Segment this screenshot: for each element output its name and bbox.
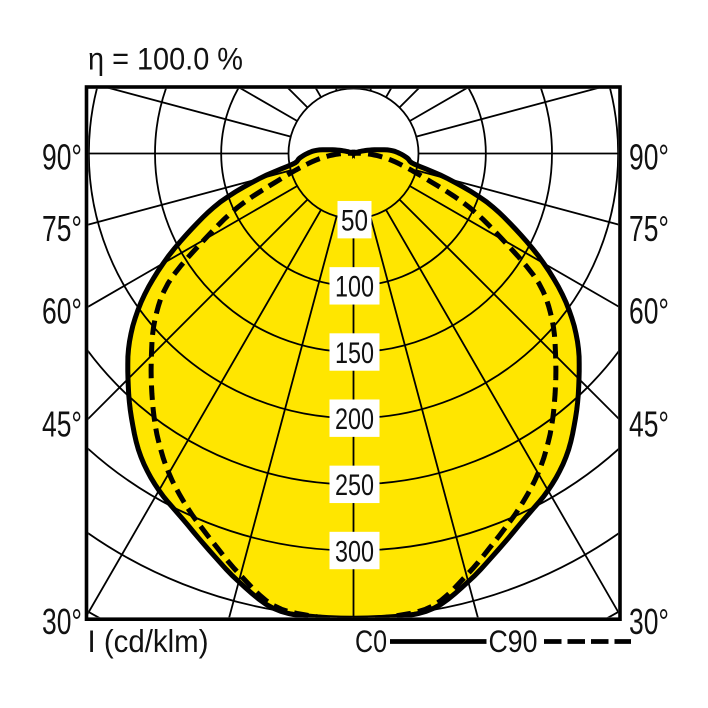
angle-label-right: 30° bbox=[629, 601, 669, 642]
radial-tick-label: 300 bbox=[335, 535, 374, 568]
grid-ray-105 bbox=[416, 88, 599, 138]
grid-ray-75 bbox=[416, 169, 619, 226]
angle-label-left: 90° bbox=[42, 137, 82, 178]
legend-c0-label: C0 bbox=[355, 623, 387, 659]
legend-c90-label: C90 bbox=[489, 623, 538, 659]
angle-label-left: 75° bbox=[42, 208, 82, 249]
angle-label-left: 60° bbox=[42, 291, 82, 332]
efficiency-title: η = 100.0 % bbox=[88, 41, 243, 77]
grid-ray-330 bbox=[88, 209, 322, 615]
grid-ray-345 bbox=[228, 216, 338, 618]
legend: I (cd/klm) C0 C90 bbox=[88, 623, 631, 659]
radial-tick-labels: 50 100 150 200 250 300 bbox=[329, 200, 380, 570]
tick-label-box bbox=[329, 465, 380, 504]
radial-tick-label: 250 bbox=[335, 469, 374, 502]
angle-label-right: 45° bbox=[629, 403, 669, 444]
angle-label-left: 45° bbox=[42, 403, 82, 444]
grid-ray-60 bbox=[409, 185, 619, 308]
c0-curve bbox=[125, 147, 582, 618]
tick-label-box bbox=[329, 267, 380, 305]
legend-unit-label: I (cd/klm) bbox=[88, 623, 209, 659]
angle-label-right: 75° bbox=[629, 208, 669, 249]
chart-frame bbox=[84, 85, 622, 622]
grid-ray-30 bbox=[385, 209, 619, 614]
tick-label-box bbox=[329, 399, 380, 437]
grid-ray-315 bbox=[88, 198, 309, 420]
grid-ray-135 bbox=[398, 88, 420, 109]
tick-label-box bbox=[329, 531, 380, 570]
radial-tick-label: 200 bbox=[335, 403, 374, 436]
grid-ray-255 bbox=[108, 88, 291, 138]
radial-tick-label: 100 bbox=[335, 271, 374, 304]
grid-ray-120 bbox=[409, 88, 468, 122]
angle-label-left: 30° bbox=[42, 601, 82, 642]
grid-ray-150 bbox=[385, 88, 392, 98]
grid-ray-15 bbox=[369, 216, 479, 618]
grid-ray-45 bbox=[398, 198, 619, 420]
grid-ray-285 bbox=[88, 169, 291, 226]
tick-label-box bbox=[329, 333, 380, 371]
grid-ray-165 bbox=[369, 88, 372, 91]
angle-label-right: 90° bbox=[629, 137, 669, 178]
radial-tick-label: 50 bbox=[341, 204, 368, 237]
angle-labels: 90° 90° 75° 75° 60° 60° 45° 45° 30° 30° bbox=[42, 137, 669, 643]
tick-label-box bbox=[337, 200, 372, 239]
radial-tick-label: 150 bbox=[335, 337, 374, 370]
grid-ray-300 bbox=[88, 185, 298, 308]
angle-label-right: 60° bbox=[629, 291, 669, 332]
